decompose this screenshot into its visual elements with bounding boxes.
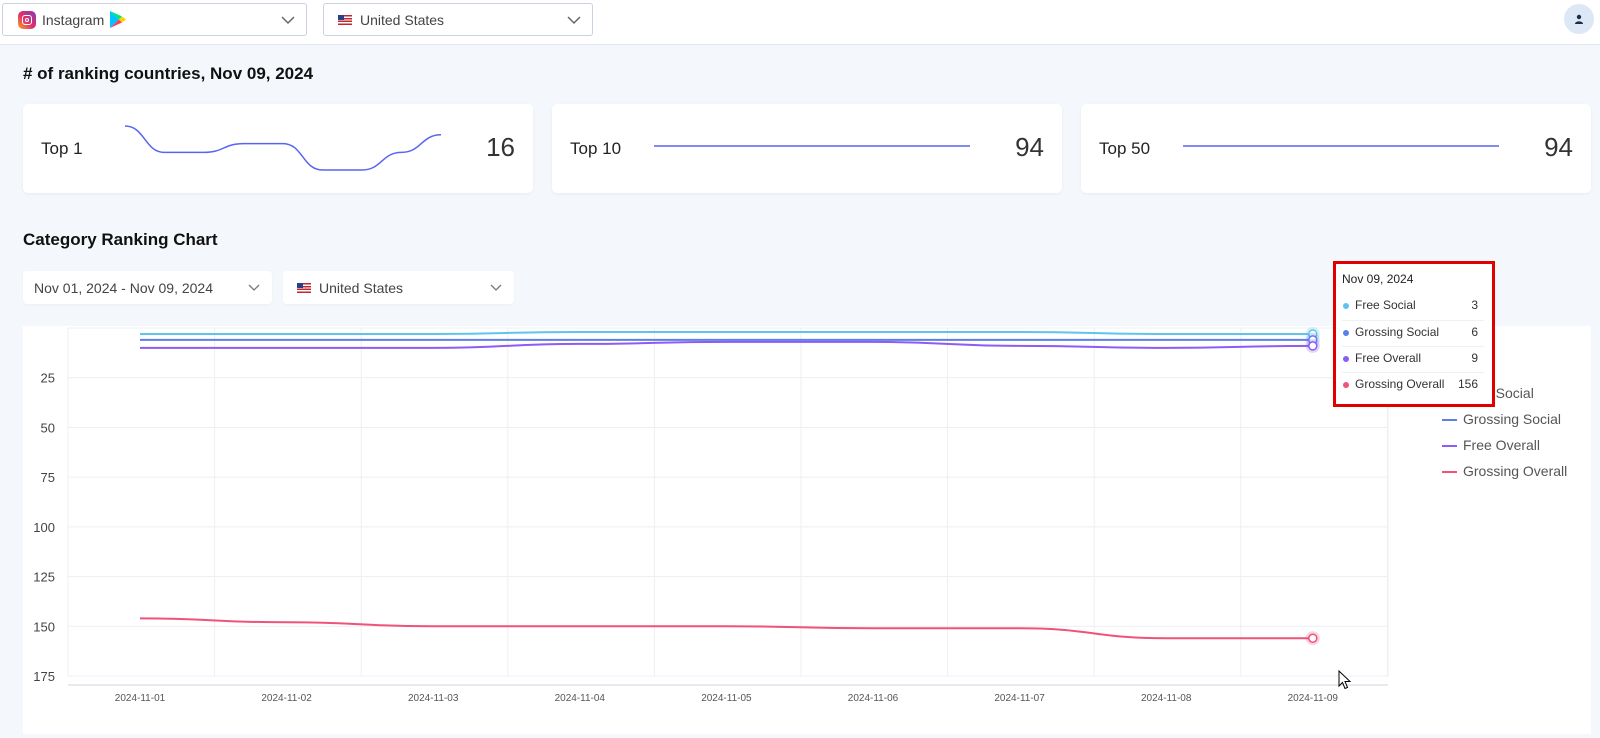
- user-avatar[interactable]: [1564, 4, 1594, 34]
- x-tick-label: 2024-11-09: [1288, 693, 1339, 704]
- sparkline-path: [124, 125, 442, 171]
- tooltip-series-name: Free Social: [1355, 298, 1416, 312]
- us-flag-icon: [338, 14, 352, 25]
- tooltip-dot: [1343, 356, 1349, 362]
- series-line: [140, 330, 1313, 335]
- x-tick-label: 2024-11-06: [848, 693, 899, 704]
- legend-swatch: [1442, 419, 1457, 421]
- chevron-down-icon: [567, 16, 581, 25]
- legend-item[interactable]: Free Overall: [1442, 437, 1592, 463]
- chart-country-label: United States: [319, 279, 404, 296]
- x-tick-label: 2024-11-04: [555, 693, 606, 704]
- legend-label: Grossing Overall: [1463, 463, 1568, 479]
- mouse-cursor-icon: [1338, 670, 1352, 690]
- y-tick-label: 125: [33, 570, 55, 585]
- x-tick-label: 2024-11-07: [994, 693, 1045, 704]
- top50-sparkline: [1183, 145, 1499, 147]
- series-line: [140, 340, 1313, 349]
- tooltip-series-value: 6: [1471, 325, 1478, 339]
- top50-value: 94: [1544, 132, 1573, 162]
- y-tick-label: 100: [33, 520, 55, 535]
- tooltip-series-value: 9: [1471, 351, 1478, 365]
- ranking-countries-title: # of ranking countries, Nov 09, 2024: [23, 64, 314, 83]
- legend-swatch: [1442, 471, 1457, 473]
- chevron-down-icon: [281, 16, 295, 25]
- tooltip-dot: [1343, 330, 1349, 336]
- tooltip-row: Free Social 3: [1342, 294, 1484, 320]
- top50-card: Top 50 94: [1081, 104, 1591, 193]
- data-point[interactable]: [1308, 633, 1318, 643]
- tooltip-row: Grossing Social 6: [1342, 320, 1484, 346]
- line-chart: 25 50 75 100 125 150 175 2024-11-01 2024-11-02 20…: [33, 326, 1389, 704]
- chart-legend: Free Social Grossing Social Free Overall Gr…: [1442, 385, 1592, 489]
- tooltip-date: Nov 09, 2024: [1342, 272, 1414, 286]
- date-range-picker[interactable]: Nov 01, 2024 - Nov 09, 2024: [23, 271, 272, 304]
- legend-item[interactable]: Grossing Overall: [1442, 463, 1592, 489]
- google-play-icon: [110, 11, 127, 28]
- x-tick-label: 2024-11-08: [1141, 693, 1192, 704]
- app-select[interactable]: Instagram: [2, 3, 307, 36]
- y-tick-label: 25: [41, 371, 55, 386]
- chart-tooltip: Nov 09, 2024 Free Social 3 Grossing Social…: [1333, 261, 1495, 407]
- legend-swatch: [1442, 445, 1457, 447]
- x-tick-label: 2024-11-03: [408, 693, 459, 704]
- top10-value: 94: [1015, 132, 1044, 162]
- us-flag-icon: [297, 282, 311, 293]
- category-ranking-chart: 25 50 75 100 125 150 175 2024-11-01 2024-11-02 20…: [23, 326, 1591, 734]
- tooltip-row: Grossing Overall 156: [1342, 372, 1484, 398]
- top1-value: 16: [486, 132, 515, 162]
- date-range-label: Nov 01, 2024 - Nov 09, 2024: [34, 279, 214, 296]
- y-tick-label: 150: [33, 619, 55, 634]
- series-line: [139, 617, 1313, 640]
- x-tick-label: 2024-11-01: [115, 693, 166, 704]
- data-point[interactable]: [1308, 341, 1318, 351]
- top1-card: Top 1 16: [23, 104, 533, 193]
- top1-label: Top 1: [41, 139, 83, 158]
- country-select-label: United States: [360, 11, 445, 28]
- tooltip-row: Free Overall 9: [1342, 346, 1484, 372]
- tooltip-series-name: Grossing Social: [1355, 325, 1440, 339]
- y-tick-label: 50: [41, 420, 55, 435]
- chart-country-select[interactable]: United States: [283, 271, 514, 304]
- tooltip-dot: [1343, 382, 1349, 388]
- top10-sparkline: [654, 145, 970, 147]
- legend-item[interactable]: Grossing Social: [1442, 411, 1592, 437]
- instagram-icon: [18, 10, 36, 29]
- chevron-down-icon: [490, 284, 502, 291]
- tooltip-series-value: 156: [1457, 377, 1478, 391]
- legend-label: Grossing Social: [1463, 411, 1562, 427]
- top10-card: Top 10 94: [552, 104, 1062, 193]
- top1-sparkline: [124, 125, 442, 171]
- x-tick-label: 2024-11-05: [701, 693, 752, 704]
- country-select[interactable]: United States: [323, 3, 593, 36]
- category-ranking-title: Category Ranking Chart: [23, 230, 218, 249]
- tooltip-series-value: 3: [1471, 298, 1478, 312]
- top-bar: Instagram United States: [0, 0, 1600, 45]
- x-tick-label: 2024-11-02: [261, 693, 312, 704]
- user-icon: [1575, 14, 1583, 24]
- tooltip-dot: [1343, 303, 1349, 309]
- chevron-down-icon: [248, 284, 260, 291]
- y-tick-label: 75: [41, 470, 55, 485]
- tooltip-series-name: Grossing Overall: [1355, 377, 1445, 391]
- top10-label: Top 10: [570, 139, 622, 158]
- app-name: Instagram: [42, 11, 105, 28]
- top50-label: Top 50: [1099, 139, 1151, 158]
- legend-label: Free Overall: [1463, 437, 1541, 453]
- y-tick-label: 175: [33, 669, 55, 684]
- tooltip-series-name: Free Overall: [1355, 351, 1422, 365]
